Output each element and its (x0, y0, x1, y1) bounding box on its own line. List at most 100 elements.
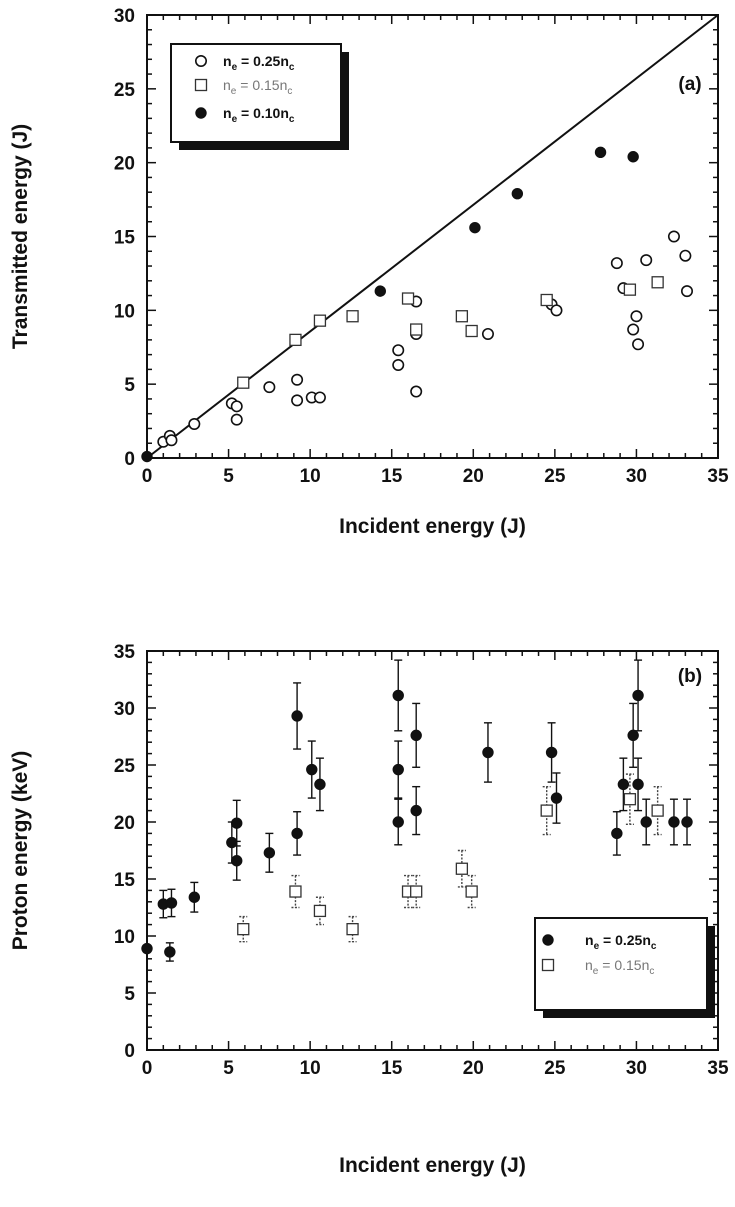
legend-subscript: c (289, 114, 295, 125)
data-point (465, 885, 478, 898)
data-point (313, 391, 326, 404)
legend-text-part: = 0.15n (598, 957, 649, 973)
data-point (455, 310, 469, 323)
legend-subscript: c (287, 86, 292, 97)
data-point (545, 746, 558, 759)
legend-entry: ne = 0.25nc (223, 53, 295, 73)
legend-text-part: = 0.25n (237, 53, 289, 69)
x-tick-label: 10 (300, 1058, 321, 1079)
x-tick-label: 20 (463, 466, 484, 487)
y-axis-label: Proton energy (keV) (9, 751, 32, 951)
x-tick-label: 30 (626, 1058, 647, 1079)
data-point (482, 746, 494, 759)
y-axis-label: Transmitted energy (J) (9, 124, 32, 349)
y-tick-label: 30 (114, 699, 135, 720)
legend-marker (195, 107, 207, 119)
data-point (455, 862, 469, 875)
data-point (410, 323, 423, 336)
panel-b-proton-energy: 0 5 10 15 20 25 30 35 0 5 10 15 20 25 30 35 Incident ene… (9, 642, 729, 1177)
data-point (465, 324, 478, 338)
x-axis-label: Incident energy (J) (339, 1154, 526, 1177)
data-point (291, 827, 303, 840)
data-point (392, 358, 405, 371)
panel-a-transmitted-energy: 0 5 10 15 20 25 30 35 0 5 10 15 20 25 30 Incident energ… (9, 6, 729, 538)
y-tick-label: 35 (114, 642, 136, 663)
data-point (289, 333, 302, 347)
x-axis-label: Incident energy (J) (339, 515, 526, 538)
y-tick-label: 20 (114, 813, 135, 834)
data-point (632, 689, 644, 702)
data-point (640, 254, 653, 267)
y-tick-label: 30 (114, 6, 135, 27)
x-tick-label: 5 (223, 1058, 234, 1079)
data-point (623, 793, 637, 806)
data-point (651, 804, 664, 817)
y-tick-label: 15 (114, 228, 136, 249)
legend-subscript: e (232, 114, 238, 125)
data-point (314, 778, 326, 791)
data-point (681, 285, 694, 298)
y-tick-label: 20 (114, 154, 135, 175)
data-point (263, 381, 276, 394)
data-point (230, 413, 243, 426)
y-tick-label: 10 (114, 927, 135, 948)
data-point (632, 778, 644, 791)
data-point (679, 249, 692, 262)
x-tick-label: 15 (381, 466, 403, 487)
legend-subscript: e (593, 966, 599, 977)
legend-subscript: e (231, 86, 237, 97)
series-1 (157, 230, 694, 448)
data-point (346, 310, 359, 323)
y-tick-label: 25 (114, 756, 136, 777)
legend-entry: ne = 0.15nc (585, 957, 654, 977)
data-point (392, 344, 405, 357)
y-tick-label: 10 (114, 301, 135, 322)
data-point (632, 338, 645, 351)
data-point (392, 816, 404, 828)
legend-marker (542, 934, 554, 946)
data-point (410, 885, 423, 898)
series-2 (237, 276, 664, 389)
x-tick-label: 25 (544, 466, 566, 487)
data-point (291, 710, 303, 722)
panel-label: (a) (678, 74, 701, 95)
data-point (623, 283, 637, 296)
data-point (550, 792, 563, 804)
x-tick-label: 5 (223, 466, 234, 487)
legend-text-part: = 0.25n (599, 932, 651, 948)
legend-subscript: c (289, 62, 295, 73)
y-tick-label: 0 (124, 1041, 135, 1062)
legend-subscript: c (651, 941, 657, 952)
data-point (627, 151, 639, 163)
data-point (392, 763, 404, 776)
data-point (313, 904, 327, 918)
data-point (627, 323, 640, 336)
x-tick-label: 35 (707, 1058, 729, 1079)
legend-box (534, 917, 708, 1011)
legend-entry: ne = 0.15nc (223, 77, 292, 97)
legend-subscript: e (232, 62, 238, 73)
data-point (237, 923, 250, 936)
legend-subscript: c (649, 966, 654, 977)
data-point (681, 816, 693, 828)
data-point (640, 816, 652, 828)
data-point (410, 729, 422, 742)
data-point (627, 729, 639, 742)
data-point (346, 923, 359, 936)
legend-text-part: n (585, 932, 594, 948)
data-point (611, 827, 623, 840)
data-point (230, 400, 243, 413)
series-1 (141, 659, 693, 962)
data-point (410, 385, 423, 398)
panel-label: (b) (678, 666, 702, 687)
data-point (374, 285, 386, 297)
y-tick-label: 15 (114, 870, 136, 891)
data-point (231, 855, 243, 867)
plot-frame (146, 650, 719, 1051)
legend-text-part: = 0.15n (236, 77, 287, 93)
data-point (188, 418, 201, 431)
y-tick-label: 25 (114, 80, 136, 101)
y-tick-label: 5 (124, 375, 135, 396)
data-point (630, 310, 643, 323)
